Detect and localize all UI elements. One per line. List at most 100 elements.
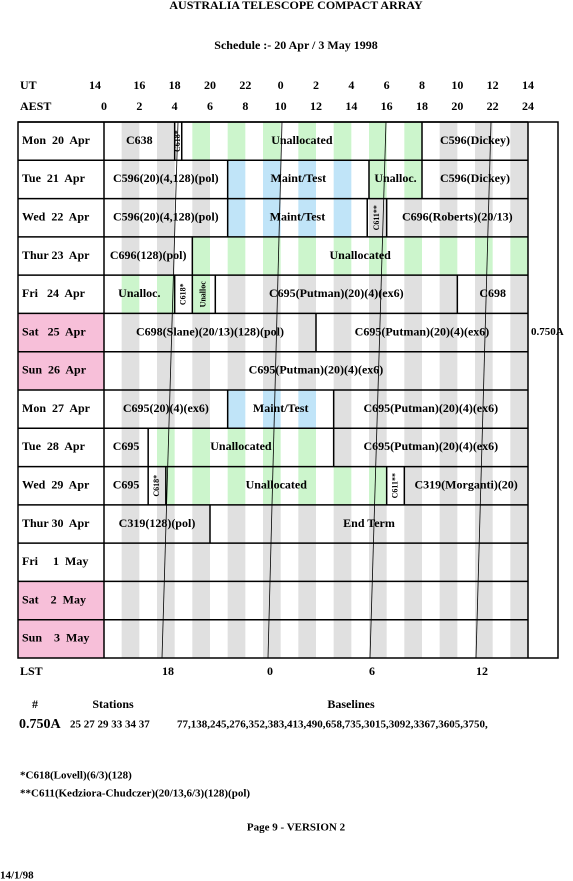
hour-stripe [369, 428, 387, 467]
footnote: *C618(Lovell)(6/3)(128) [20, 770, 132, 782]
hour-stripe [439, 428, 458, 467]
hour-stripe [333, 313, 352, 352]
footnote: **C611(Kedziora-Chudczer)(20/13,6/3)(128… [20, 788, 250, 800]
day-cell [18, 313, 104, 352]
hour-stripe [510, 581, 528, 620]
hour-stripe [439, 122, 458, 161]
hour-stripe [157, 313, 175, 352]
hour-stripe [475, 466, 493, 505]
hour-stripe [404, 122, 422, 161]
hour-stripe [121, 543, 140, 582]
ut-tick: 4 [348, 78, 354, 92]
block-label: Unallocated [271, 133, 333, 147]
hour-stripe [369, 198, 387, 237]
ut-label: UT [20, 78, 37, 92]
hour-stripe [369, 122, 387, 161]
hour-stripe [333, 236, 352, 276]
hour-stripe [121, 466, 140, 505]
lst-line [369, 121, 387, 659]
hour-stripe [404, 275, 422, 314]
schedule-grid: Mon 20 Apr C638 C618* Unallocated C596(Dicke… [17, 121, 564, 678]
hour-stripe [333, 466, 352, 505]
lst-tick: 6 [369, 664, 375, 678]
config-name: 0.750A [19, 717, 62, 732]
day-label: Mon 27 Apr [22, 401, 91, 415]
hour-stripe [227, 122, 246, 161]
hour-stripe [510, 198, 528, 237]
block-label: Unalloc. [118, 286, 160, 300]
hour-stripe [439, 275, 458, 314]
ut-tick: 0 [278, 78, 284, 92]
day-label: Mon 20 Apr [22, 133, 91, 147]
hour-stripe [227, 619, 246, 658]
block-label: C698(Slane)(20/13)(128)(pol) [136, 324, 284, 338]
hour-stripe [475, 275, 493, 314]
outer-frame [17, 121, 559, 659]
hour-stripe [157, 466, 166, 505]
hour-stripe [192, 428, 210, 467]
hour-stripe [510, 619, 528, 658]
hour-stripe [121, 428, 140, 467]
ut-tick: 12 [487, 78, 499, 92]
config-header: Baselines [327, 697, 375, 711]
hour-stripe [369, 619, 387, 658]
day-label: Tue 28 Apr [22, 439, 86, 453]
hour-stripe [192, 160, 210, 199]
config-baselines: 77,138,245,276,352,383,413,490,658,735,3… [177, 719, 488, 731]
config-stations: 25 27 29 33 34 37 [70, 719, 150, 731]
aest-tick: 20 [451, 99, 463, 113]
date: 14/1/98 [0, 870, 34, 881]
day-cell [18, 351, 104, 390]
hour-stripe [510, 390, 528, 429]
hour-stripe [369, 581, 387, 620]
hour-stripe [439, 619, 458, 658]
day-cell [18, 504, 104, 544]
block-label: Unallocated [246, 477, 308, 491]
hour-stripe [404, 160, 422, 199]
hour-stripe [157, 543, 175, 582]
hour-stripe [439, 351, 458, 390]
hour-stripe [121, 619, 140, 658]
hour-stripe [227, 198, 246, 237]
hour-stripe [333, 619, 352, 658]
hour-stripe [404, 581, 422, 620]
hour-stripe [227, 428, 246, 467]
ut-tick: 18 [169, 78, 181, 92]
hour-stripe [298, 390, 316, 429]
hour-stripe [404, 313, 422, 352]
hour-stripe [333, 581, 352, 620]
hour-stripe [121, 275, 140, 314]
hour-stripe [369, 313, 387, 352]
ut-tick: 8 [419, 78, 425, 92]
hour-stripe [475, 619, 493, 658]
block-label: C618* [178, 283, 187, 305]
block-label: C696(Roberts)(20/13) [402, 209, 513, 223]
hour-stripe [121, 236, 140, 276]
day-label: Thur 30 Apr [22, 516, 90, 530]
config-header: # [32, 697, 38, 711]
hour-stripe [439, 236, 458, 276]
hour-stripe [263, 351, 281, 390]
hour-stripe [157, 619, 175, 658]
day-label: Fri 1 May [22, 554, 88, 568]
hour-stripe [157, 236, 175, 276]
hour-stripe [192, 466, 210, 505]
hour-stripe [333, 275, 352, 314]
hour-stripe [121, 351, 140, 390]
block-label: C596(20)(4,128)(pol) [113, 209, 219, 223]
aest-tick: 6 [207, 99, 213, 113]
ut-tick: 20 [204, 78, 216, 92]
title: AUSTRALIA TELESCOPE COMPACT ARRAY [169, 0, 423, 12]
block-label: C596(20)(4,128)(pol) [113, 171, 219, 185]
lst-label: LST [20, 664, 43, 678]
hour-stripe [121, 160, 140, 199]
hour-stripe [227, 504, 246, 544]
lst-line [161, 121, 179, 659]
hour-stripe [333, 122, 352, 161]
hour-stripe [510, 504, 528, 544]
hour-stripe [439, 581, 458, 620]
hour-stripe [298, 581, 316, 620]
aest-tick: 2 [136, 99, 142, 113]
ut-tick: 6 [384, 78, 390, 92]
block-label: C695(Putman)(20)(4)(ex6) [269, 286, 404, 300]
